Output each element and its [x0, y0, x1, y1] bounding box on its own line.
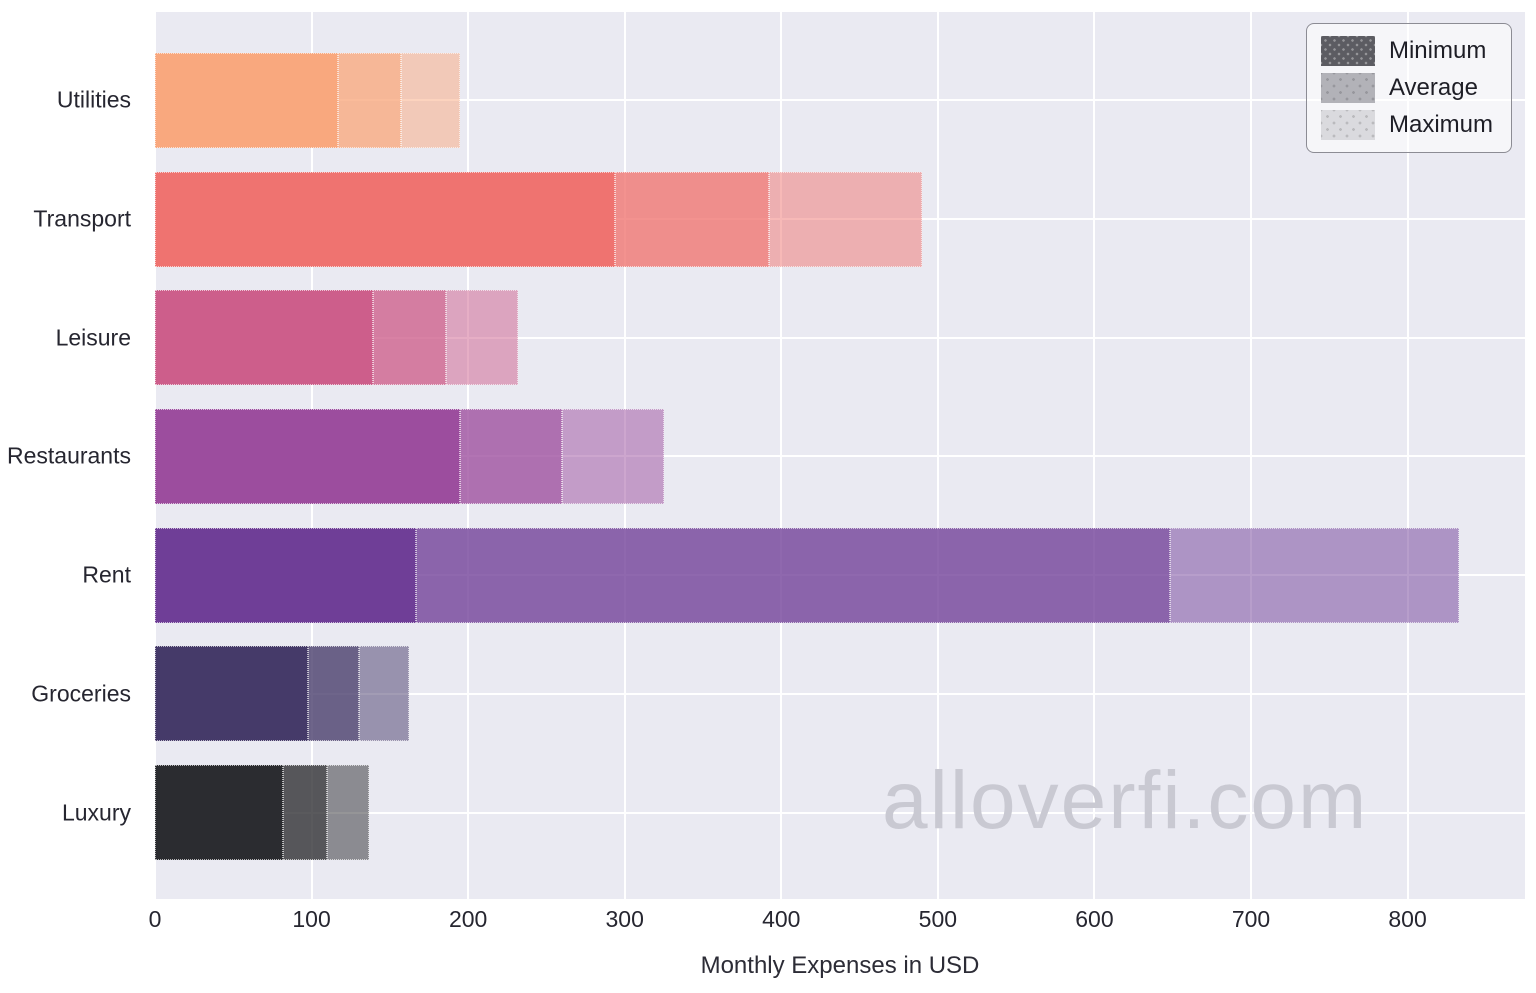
legend: Minimum Average Maximum [1305, 23, 1512, 153]
legend-label-maximum: Maximum [1388, 111, 1493, 138]
y-tick-label: Transport [33, 205, 131, 232]
bar-segment-maximum [562, 408, 664, 504]
y-tick-label: Leisure [55, 324, 131, 351]
bar-segment-minimum [155, 765, 284, 861]
bar-segment-maximum [358, 646, 409, 742]
bar-segment-average [338, 52, 401, 148]
y-tick-label: Groceries [31, 680, 131, 707]
bar-segment-average [416, 527, 1170, 623]
bar-segment-average [460, 408, 563, 504]
legend-swatch-minimum [1320, 36, 1375, 66]
legend-label-average: Average [1388, 74, 1478, 101]
bar-segment-average [308, 646, 359, 742]
bar-segment-minimum [155, 527, 417, 623]
legend-label-minimum: Minimum [1388, 37, 1487, 64]
legend-item-maximum: Maximum [1320, 110, 1493, 140]
bar-segment-average [615, 171, 769, 267]
bar-segment-minimum [155, 52, 339, 148]
bar-segment-average [283, 765, 328, 861]
x-tick-label: 700 [1231, 906, 1271, 932]
bar-segment-minimum [155, 171, 616, 267]
legend-item-average: Average [1320, 73, 1493, 103]
bar-segment-minimum [155, 646, 309, 742]
y-axis-labels: Utilities Transport Leisure Restaurants Rent… [0, 12, 143, 899]
gridline-horizontal [155, 692, 1525, 695]
bar-segment-maximum [1169, 527, 1460, 623]
bar-segment-maximum [327, 765, 370, 861]
y-tick-label: Restaurants [6, 442, 131, 469]
bar-row-transport [155, 171, 1525, 267]
bar-segment-minimum [155, 408, 461, 504]
legend-swatch-average [1320, 73, 1375, 103]
gridline-horizontal [155, 336, 1525, 339]
bar-row-luxury [155, 765, 1525, 861]
bar-row-leisure [155, 290, 1525, 386]
bar-segment-maximum [400, 52, 461, 148]
y-tick-label: Utilities [56, 86, 131, 113]
y-tick-label: Luxury [61, 799, 131, 826]
bar-row-restaurants [155, 408, 1525, 504]
bar-row-utilities [155, 52, 1525, 148]
bar-segment-maximum [446, 290, 519, 386]
gridline-horizontal [155, 99, 1525, 102]
legend-swatch-maximum [1320, 110, 1375, 140]
x-axis-title: Monthly Expenses in USD [700, 952, 980, 979]
x-tick-label: 800 [1388, 906, 1427, 932]
bar-row-groceries [155, 646, 1525, 742]
x-tick-label: 400 [762, 906, 801, 932]
x-tick-label: 100 [292, 906, 331, 932]
bar-row-rent [155, 527, 1525, 623]
x-tick-label: 500 [918, 906, 958, 932]
x-tick-label: 200 [448, 906, 488, 932]
x-tick-label: 0 [148, 906, 162, 932]
bar-segment-maximum [768, 171, 923, 267]
gridline-horizontal [155, 811, 1525, 814]
bar-segment-average [372, 290, 447, 386]
plot-area [154, 12, 1525, 899]
x-tick-label: 600 [1075, 906, 1114, 932]
x-axis-ticks: 0 100 200 300 400 500 600 700 800 [149, 906, 1525, 942]
gridline-horizontal [155, 455, 1525, 458]
y-tick-label: Rent [82, 561, 131, 588]
bar-segment-minimum [155, 290, 373, 386]
x-tick-label: 300 [605, 906, 644, 932]
legend-item-minimum: Minimum [1320, 36, 1493, 66]
